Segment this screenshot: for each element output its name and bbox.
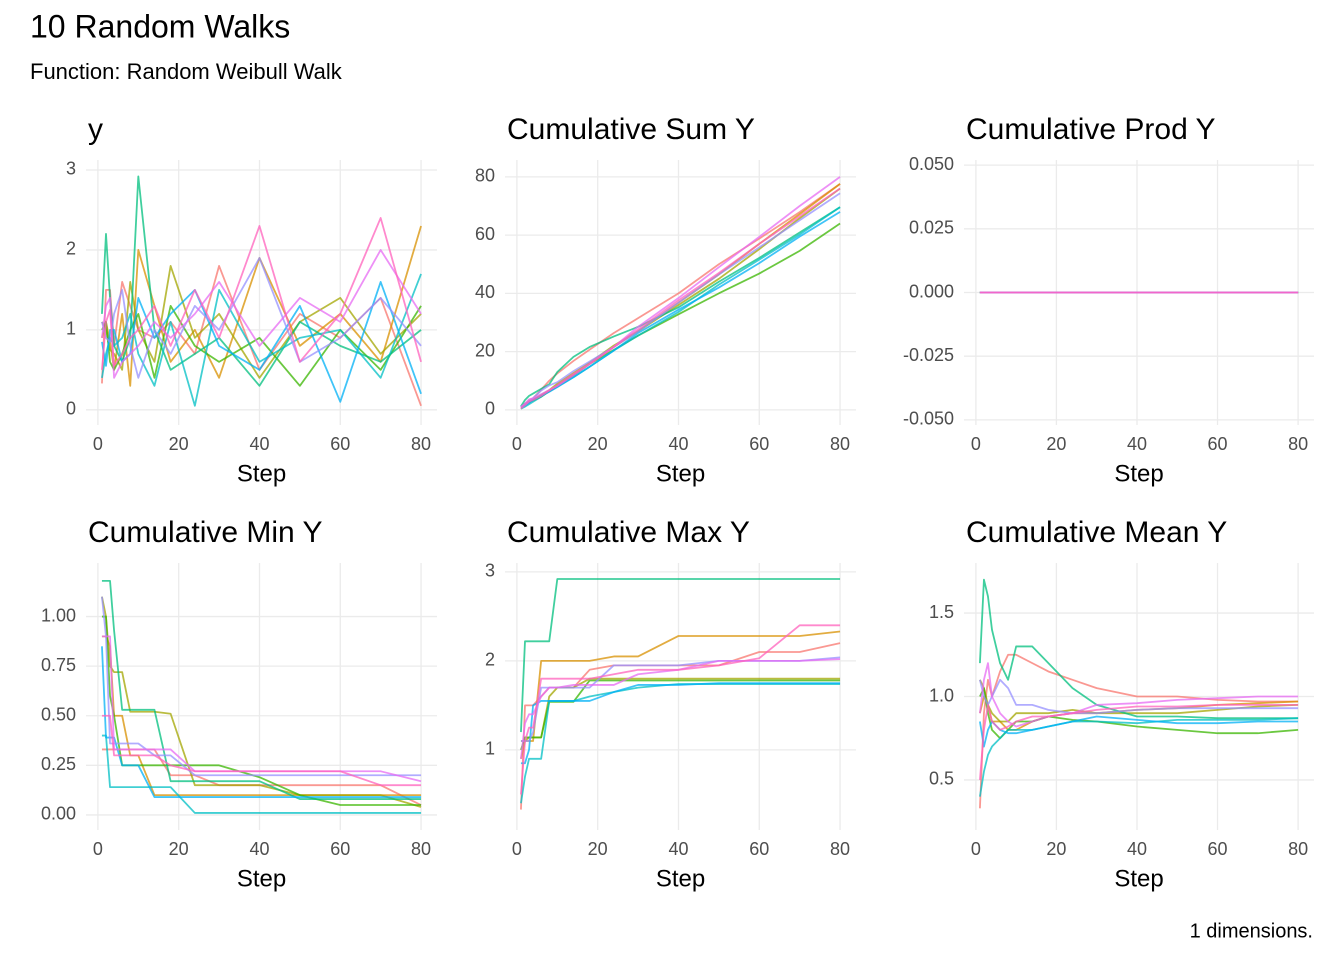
- series-line: [101, 748, 422, 806]
- x-tick-label: 0: [512, 434, 522, 454]
- panel-title: Cumulative Sum Y: [507, 113, 755, 146]
- x-tick-label: 80: [1288, 434, 1308, 454]
- y-tick-label: 0.050: [909, 154, 954, 174]
- x-tick-label: 40: [249, 839, 269, 859]
- x-tick-label: 80: [411, 839, 431, 859]
- page-subtitle: Function: Random Weibull Walk: [30, 59, 343, 84]
- y-tick-label: 0: [66, 399, 76, 419]
- x-tick-label: 60: [330, 434, 350, 454]
- x-tick-label: 20: [169, 839, 189, 859]
- series-line: [979, 715, 1299, 748]
- x-axis-label: Step: [1114, 460, 1163, 487]
- y-tick-label: 0.025: [909, 218, 954, 238]
- series-line: [101, 734, 422, 814]
- x-axis-label: Step: [237, 865, 286, 892]
- series-line: [979, 678, 1299, 715]
- x-tick-label: 80: [411, 434, 431, 454]
- page-title: 10 Random Walks: [30, 8, 290, 44]
- panel-title: Cumulative Min Y: [88, 516, 323, 549]
- x-tick-label: 40: [1127, 434, 1147, 454]
- series-line: [520, 682, 841, 765]
- y-tick-label: 1: [485, 739, 495, 759]
- panel-title: y: [88, 113, 103, 146]
- series-line: [520, 642, 841, 810]
- y-tick-label: 40: [475, 282, 495, 302]
- series-line: [979, 703, 1299, 781]
- x-tick-label: 40: [668, 839, 688, 859]
- caption: 1 dimensions.: [1190, 920, 1313, 942]
- series-line: [101, 217, 422, 370]
- series-line: [520, 679, 841, 751]
- panel-title: Cumulative Max Y: [507, 516, 750, 549]
- series-line: [101, 615, 422, 806]
- y-tick-label: 2: [66, 239, 76, 259]
- panel-title: Cumulative Prod Y: [966, 113, 1216, 146]
- series-line: [979, 679, 1299, 723]
- x-tick-label: 40: [1127, 839, 1147, 859]
- series-line: [101, 635, 422, 783]
- y-tick-label: 0.25: [41, 754, 76, 774]
- series-line: [101, 714, 422, 787]
- y-tick-label: 1.0: [929, 685, 954, 705]
- x-tick-label: 20: [1046, 839, 1066, 859]
- y-tick-label: 1.5: [929, 602, 954, 622]
- y-tick-label: 3: [66, 159, 76, 179]
- y-tick-label: 0.00: [41, 804, 76, 824]
- series-line: [101, 225, 422, 387]
- series-line: [101, 596, 422, 777]
- series-line: [520, 630, 841, 759]
- x-tick-label: 20: [169, 434, 189, 454]
- x-axis-label: Step: [237, 460, 286, 487]
- x-tick-label: 0: [971, 839, 981, 859]
- y-tick-label: 20: [475, 340, 495, 360]
- x-tick-label: 0: [971, 434, 981, 454]
- series-line: [101, 579, 422, 800]
- x-tick-label: 0: [93, 434, 103, 454]
- series-line: [979, 662, 1299, 728]
- y-tick-label: -0.050: [903, 409, 954, 429]
- y-tick-label: 0.75: [41, 655, 76, 675]
- x-axis-label: Step: [656, 460, 705, 487]
- y-tick-label: 3: [485, 561, 495, 581]
- y-tick-label: 2: [485, 650, 495, 670]
- y-tick-label: 1.00: [41, 605, 76, 625]
- x-tick-label: 80: [1288, 839, 1308, 859]
- x-tick-label: 80: [830, 839, 850, 859]
- y-tick-label: 0.50: [41, 704, 76, 724]
- y-tick-label: 0.5: [929, 769, 954, 789]
- panel-title: Cumulative Mean Y: [966, 516, 1227, 549]
- x-tick-label: 40: [668, 434, 688, 454]
- series-line: [520, 624, 841, 795]
- y-tick-label: 60: [475, 224, 495, 244]
- y-tick-label: 80: [475, 166, 495, 186]
- y-tick-label: -0.025: [903, 345, 954, 365]
- series-line: [520, 658, 841, 759]
- y-tick-label: 0.000: [909, 281, 954, 301]
- x-tick-label: 60: [1208, 839, 1228, 859]
- x-axis-label: Step: [1114, 865, 1163, 892]
- x-tick-label: 60: [330, 839, 350, 859]
- x-tick-label: 40: [249, 434, 269, 454]
- x-tick-label: 80: [830, 434, 850, 454]
- x-tick-label: 60: [749, 839, 769, 859]
- x-tick-label: 20: [588, 434, 608, 454]
- series-line: [520, 578, 841, 733]
- y-tick-label: 1: [66, 319, 76, 339]
- x-tick-label: 0: [512, 839, 522, 859]
- series-line: [520, 187, 841, 410]
- x-axis-label: Step: [656, 865, 705, 892]
- x-tick-label: 20: [1046, 434, 1066, 454]
- series-line: [520, 206, 841, 407]
- x-tick-label: 60: [1208, 434, 1228, 454]
- x-tick-label: 0: [93, 839, 103, 859]
- x-tick-label: 60: [749, 434, 769, 454]
- series-line: [979, 578, 1299, 720]
- y-tick-label: 0: [485, 399, 495, 419]
- x-tick-label: 20: [588, 839, 608, 859]
